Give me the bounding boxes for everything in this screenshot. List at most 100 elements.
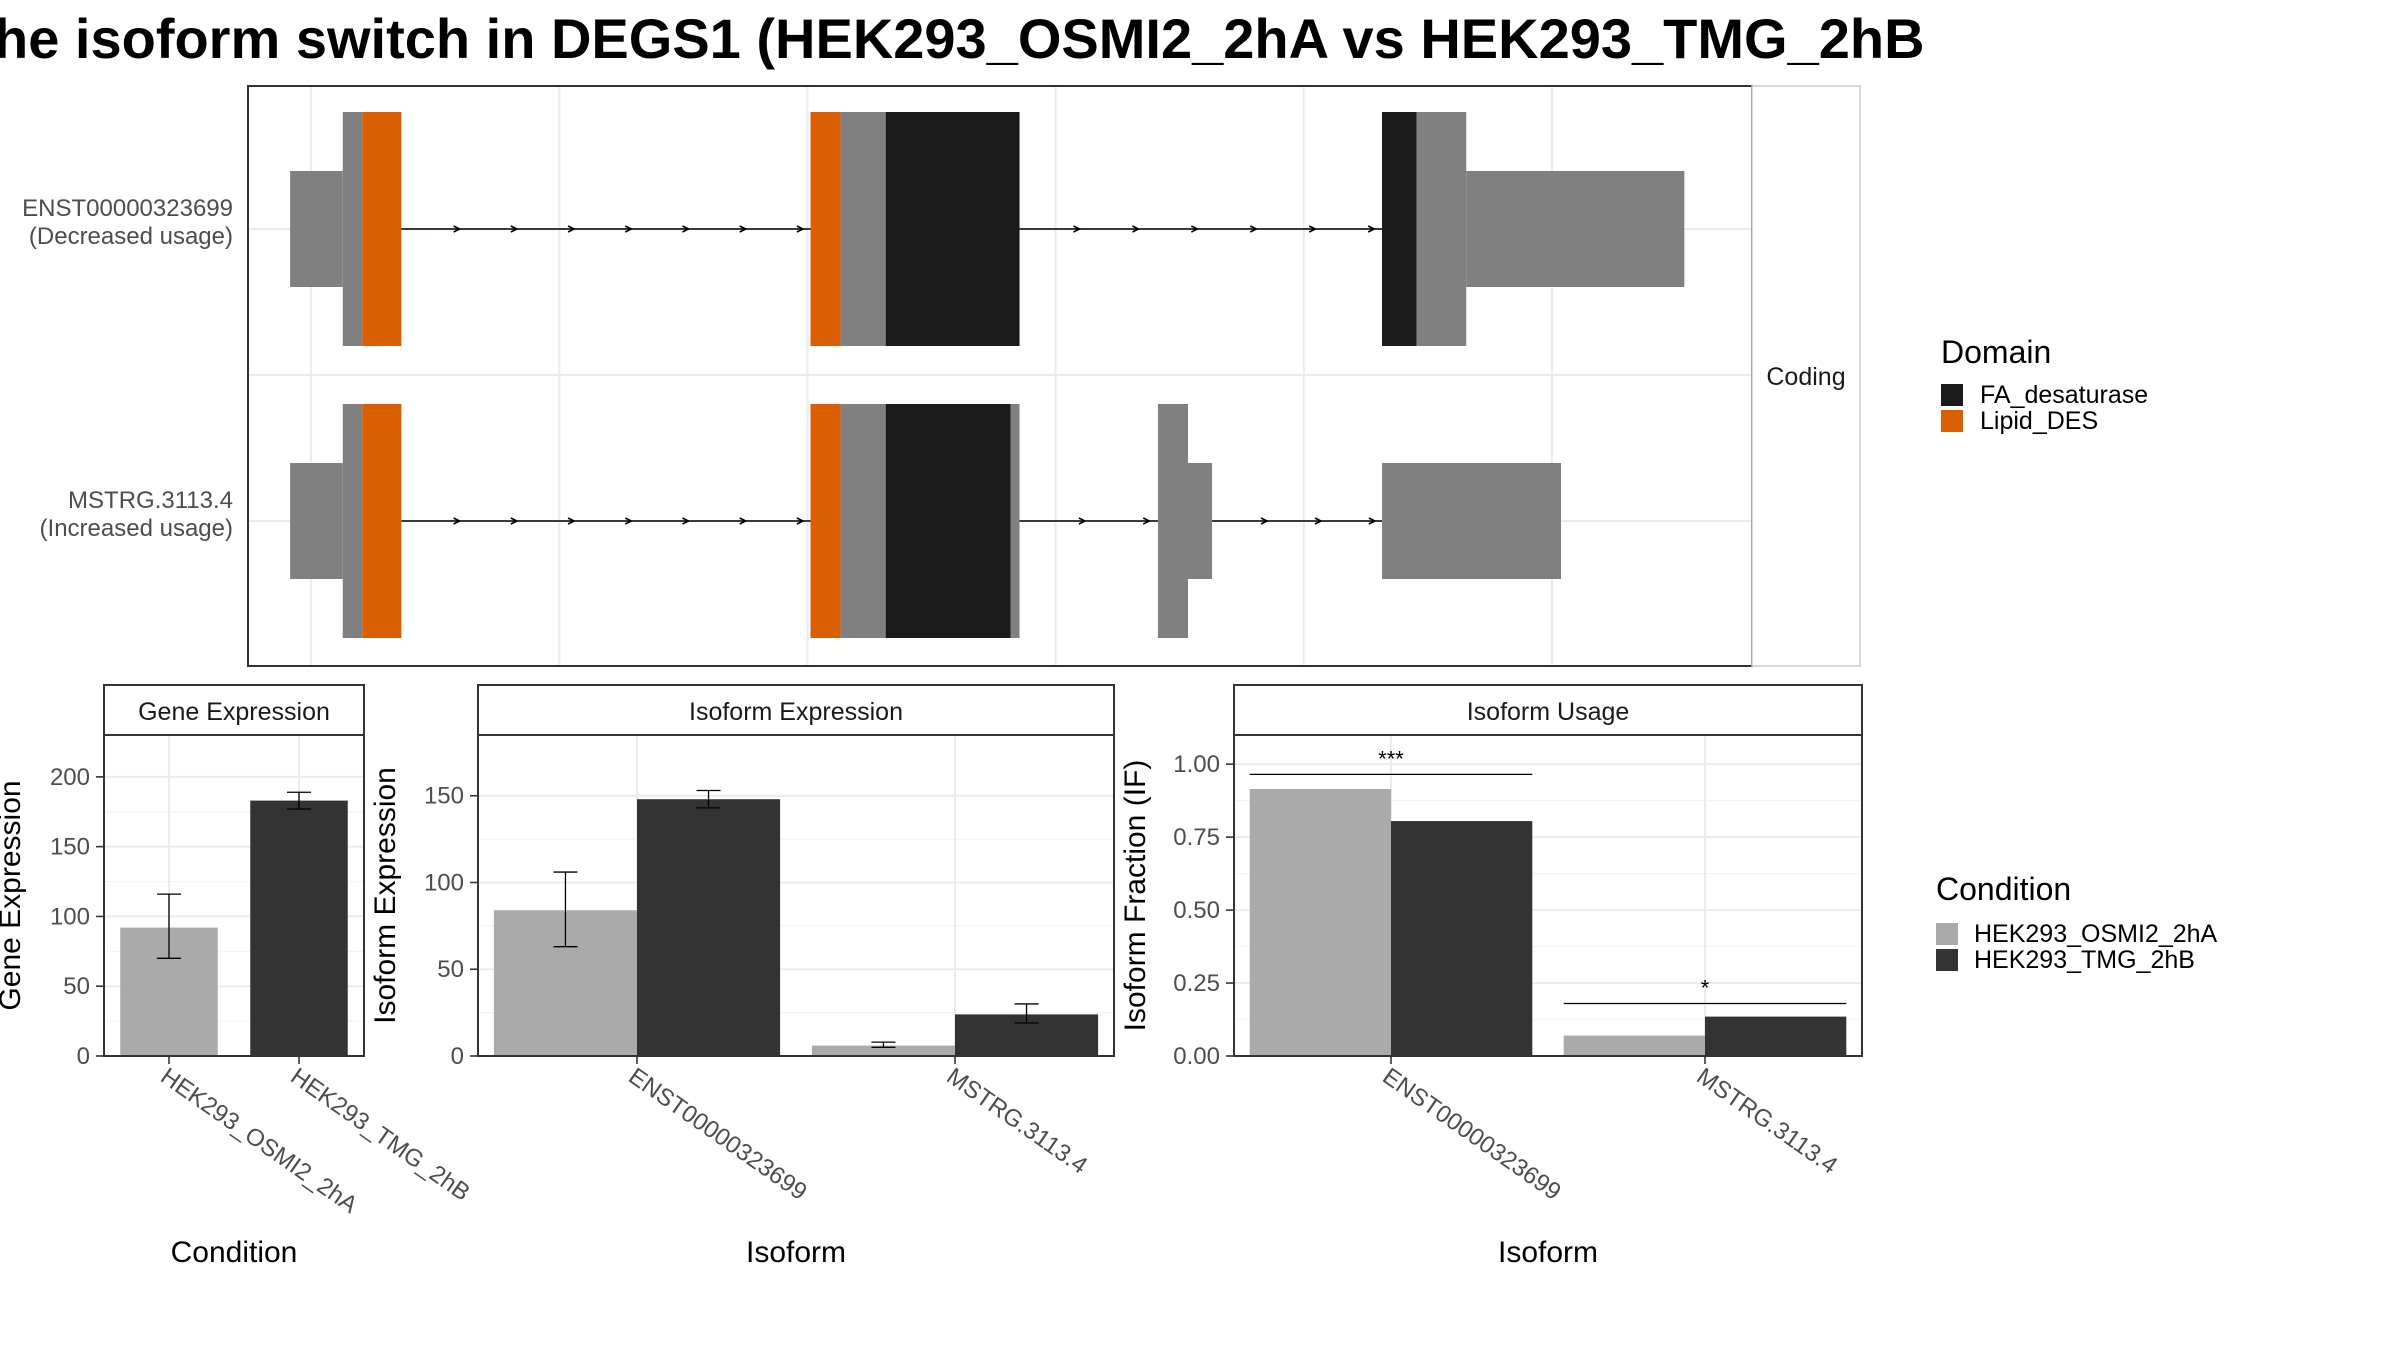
utr-block	[290, 171, 343, 287]
bar	[250, 800, 348, 1056]
legend-swatch	[1941, 410, 1963, 432]
y-axis-title: Isoform Fraction (IF)	[1119, 760, 1152, 1032]
intron-arrow	[1249, 225, 1259, 233]
intron-arrow	[453, 225, 462, 233]
y-tick-label: 0.00	[1173, 1043, 1220, 1070]
domain-block-lipid-des	[810, 404, 841, 638]
cds-block	[840, 404, 886, 638]
x-tick-label: ENST00000323699	[624, 1063, 812, 1206]
intron-arrow	[624, 225, 634, 233]
domain-block-lipid-des	[810, 112, 841, 346]
cds-block	[840, 112, 886, 346]
y-tick-label: 150	[50, 834, 90, 861]
figure-title: he isoform switch in DEGS1 (HEK293_OSMI2…	[0, 7, 1925, 70]
bar	[1391, 821, 1533, 1056]
y-tick-label: 150	[424, 783, 464, 810]
utr-block	[290, 463, 343, 579]
legend-swatch	[1936, 949, 1958, 971]
intron-arrow	[796, 517, 805, 525]
legend-label: Lipid_DES	[1980, 407, 2098, 435]
domain-block-fa-desaturase	[885, 404, 1011, 638]
intron-arrow	[1073, 225, 1082, 233]
intron-arrow	[1367, 225, 1376, 233]
intron-arrow	[739, 517, 748, 525]
y-tick-label: 100	[424, 869, 464, 896]
intron-arrow	[1308, 225, 1318, 233]
legend-condition-title: Condition	[1936, 871, 2071, 907]
transcript-usage-label: (Decreased usage)	[29, 223, 233, 250]
intron-arrow	[682, 517, 691, 525]
legend-swatch	[1936, 923, 1958, 945]
intron-arrow	[567, 517, 576, 525]
bar	[1249, 788, 1391, 1056]
panel-isoform-usage-strip	[1233, 684, 1863, 736]
intron-arrow	[739, 225, 748, 233]
transcript-id-label: ENST00000323699	[22, 195, 233, 222]
cds-block	[1157, 404, 1188, 638]
transcript-id-label: MSTRG.3113.4	[68, 487, 233, 514]
bar-panels: Gene Expression050100150200HEK293_OSMI2_…	[0, 684, 1863, 1269]
intron-arrow	[567, 225, 576, 233]
utr-block	[1188, 463, 1213, 579]
cds-block	[1416, 112, 1467, 346]
y-tick-label: 50	[437, 956, 464, 983]
domain-block-fa-desaturase	[885, 112, 1020, 346]
intron-arrow	[624, 517, 634, 525]
y-tick-label: 1.00	[1173, 751, 1220, 778]
legend-label: HEK293_TMG_2hB	[1974, 946, 2195, 974]
intron-arrow	[1132, 225, 1141, 233]
legend-label: FA_desaturase	[1980, 381, 2148, 409]
legend-domain-title: Domain	[1941, 334, 2051, 370]
x-axis-title: Condition	[171, 1236, 298, 1269]
cds-block	[342, 112, 363, 346]
intron-arrow	[453, 517, 462, 525]
y-tick-label: 200	[50, 764, 90, 791]
x-axis-title: Isoform	[1498, 1236, 1598, 1269]
significance-label: ***	[1378, 746, 1404, 771]
cds-block	[342, 404, 363, 638]
intron-arrow	[1314, 517, 1323, 525]
y-tick-label: 100	[50, 903, 90, 930]
bar	[1705, 1016, 1847, 1056]
utr-block	[1466, 171, 1685, 287]
transcript-usage-label: (Increased usage)	[40, 515, 233, 542]
intron-arrow	[1368, 517, 1377, 525]
y-axis-title: Gene Expression	[0, 780, 27, 1010]
y-tick-label: 0	[77, 1043, 90, 1070]
y-axis-title: Isoform Expression	[369, 767, 402, 1024]
y-tick-label: 0.25	[1173, 970, 1220, 997]
y-tick-label: 50	[63, 973, 90, 1000]
intron-arrow	[1191, 225, 1200, 233]
panel-isoform-usage-strip-label: Isoform Usage	[1467, 698, 1630, 726]
panel-isoform-expression-strip-label: Isoform Expression	[689, 698, 903, 726]
bar	[811, 1045, 955, 1056]
gene-structure-panel: ENST00000323699(Decreased usage) MSTRG.31…	[22, 85, 1861, 667]
intron-arrow	[510, 517, 519, 525]
intron-arrow	[1260, 517, 1269, 525]
bar	[1563, 1035, 1705, 1056]
strip-coding	[1751, 85, 1861, 667]
intron-arrow	[682, 225, 691, 233]
x-tick-label: ENST00000323699	[1378, 1063, 1566, 1206]
intron-arrow	[1078, 517, 1087, 525]
utr-block	[1382, 463, 1561, 579]
legend-label: HEK293_OSMI2_2hA	[1974, 920, 2218, 948]
panel-isoform-expression-strip	[477, 684, 1115, 736]
intron-arrow	[1142, 517, 1152, 525]
x-tick-label: MSTRG.3113.4	[942, 1063, 1093, 1180]
significance-label: *	[1701, 975, 1710, 1000]
y-tick-label: 0.75	[1173, 824, 1220, 851]
y-tick-label: 0.50	[1173, 897, 1220, 924]
x-axis-title: Isoform	[746, 1236, 846, 1269]
cds-block	[1010, 404, 1020, 638]
y-tick-label: 0	[451, 1043, 464, 1070]
domain-block-lipid-des	[362, 112, 402, 346]
panel-gene-expression-strip	[103, 684, 365, 736]
panel-gene-expression-strip-label: Gene Expression	[138, 698, 330, 726]
intron-arrow	[796, 225, 805, 233]
domain-block-fa-desaturase	[1382, 112, 1417, 346]
bar	[637, 799, 781, 1056]
legend-swatch	[1941, 384, 1963, 406]
